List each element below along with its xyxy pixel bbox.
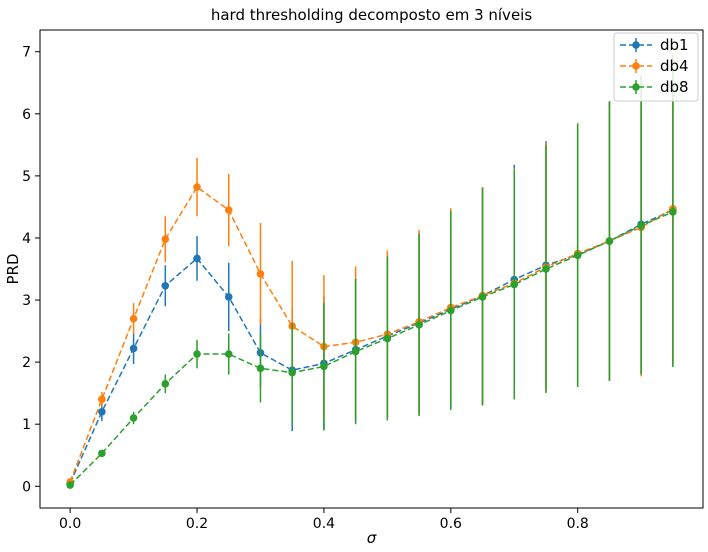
chart-title: hard thresholding decomposto em 3 níveis [211,6,532,24]
data-point [383,334,392,343]
data-point [193,183,201,191]
series-line [69,185,674,483]
data-point [542,265,550,273]
legend-marker [632,41,640,49]
data-point [129,344,138,353]
legend-item-db1: db1 [620,36,689,54]
data-point [161,235,170,244]
data-point [98,395,106,404]
x-axis-label: σ [367,529,377,547]
data-point [161,281,170,290]
data-point [637,221,645,230]
data-point [224,206,233,214]
data-point [224,350,233,358]
data-point [351,347,360,356]
y-axis-label: PRD [4,253,22,284]
data-point [256,364,265,373]
legend-item-db4: db4 [620,57,689,75]
axes: 0.0 0.2 0.4 0.6 0.8 0 1 2 3 4 5 6 7 [22,29,704,532]
x-tick-label: 0.8 [567,516,589,532]
data-point [161,380,170,388]
data-point [320,362,328,371]
legend-item-db8: db8 [620,78,689,96]
data-point [193,254,201,263]
series-line [69,211,674,486]
legend-label: db1 [660,36,689,54]
y-tick-label: 6 [22,107,31,123]
data-point [256,270,265,278]
y-tick-label: 7 [22,45,31,61]
data-point [98,449,106,458]
data-point [224,293,233,301]
legend-label: db4 [660,57,689,75]
data-point [447,306,455,315]
data-point [415,321,423,329]
data-point [129,414,138,422]
data-point [478,293,487,301]
x-tick-label: 0.2 [186,516,208,532]
y-tick-label: 5 [22,169,31,185]
data-point [669,208,677,216]
data-point [510,280,519,289]
y-tick-label: 2 [22,355,31,371]
plot-area [40,30,703,508]
y-tick-label: 3 [22,293,31,309]
data-point [573,251,582,260]
y-tick-label: 4 [22,231,31,247]
x-tick-label: 0.4 [313,516,335,532]
data-point [129,314,138,323]
legend-marker [632,83,640,91]
x-tick-label: 0.6 [440,516,462,532]
series-layer [66,53,677,489]
y-tick-label: 0 [22,479,31,495]
data-point [66,481,74,489]
legend-marker [632,62,640,70]
data-point [193,350,201,358]
data-point [98,407,106,416]
data-point [605,237,614,245]
data-point [288,368,296,377]
legend-label: db8 [660,78,689,96]
axes-frame [39,29,704,509]
y-tick-label: 1 [22,417,31,433]
series-db8 [66,56,677,489]
legend: db1 db4 db8 [613,32,699,102]
x-tick-label: 0.0 [59,516,81,532]
